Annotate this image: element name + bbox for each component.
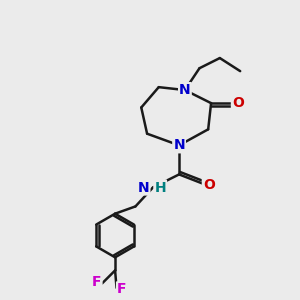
- Text: H: H: [154, 181, 166, 194]
- Text: F: F: [117, 282, 127, 296]
- Text: N: N: [179, 83, 191, 97]
- Text: O: O: [232, 96, 244, 110]
- Text: O: O: [203, 178, 215, 192]
- Text: F: F: [92, 275, 101, 289]
- Text: N: N: [138, 181, 149, 194]
- Text: N: N: [173, 138, 185, 152]
